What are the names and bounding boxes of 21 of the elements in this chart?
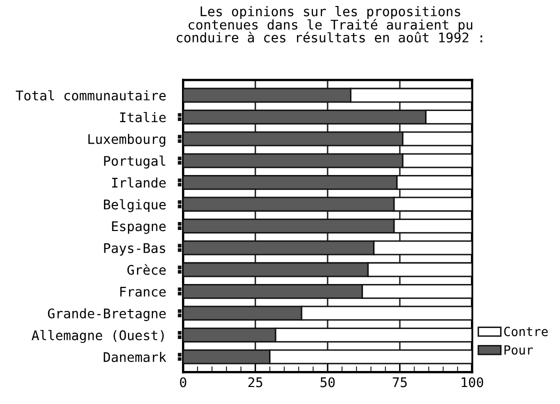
- x-tick-label: 100: [462, 377, 484, 388]
- chart-title: Les opinions sur les propositions contenues dans le Traité auraient pu conduire à ces résultats en août 1992 :: [176, 6, 482, 42]
- x-tick-label: 50: [320, 377, 335, 388]
- y-tick-label: Italie: [120, 112, 166, 122]
- y-tick-label: France: [120, 286, 166, 297]
- y-tick-label: Total communautaire: [16, 90, 166, 100]
- y-tick-label: Grèce: [127, 264, 166, 275]
- y-tick-label: Allemagne (Ouest): [32, 330, 164, 343]
- legend-label: Pour: [504, 345, 533, 355]
- x-tick-label: 75: [392, 377, 407, 388]
- y-tick-label: Espagne: [112, 221, 166, 234]
- y-tick-label: Portugal: [104, 156, 166, 169]
- y-tick-label: Luxembourg: [88, 134, 166, 147]
- y-tick-label: Belgique: [104, 199, 166, 212]
- y-tick-label: Grande-Bretagne: [48, 308, 166, 322]
- x-tick-label: 0: [180, 377, 186, 388]
- y-tick-label: Irlande: [112, 177, 166, 188]
- x-tick-label: 25: [248, 377, 262, 388]
- legend-label: Contre: [504, 326, 548, 336]
- y-tick-label: Pays-Bas: [104, 243, 166, 256]
- y-tick-label: Danemark: [104, 352, 166, 362]
